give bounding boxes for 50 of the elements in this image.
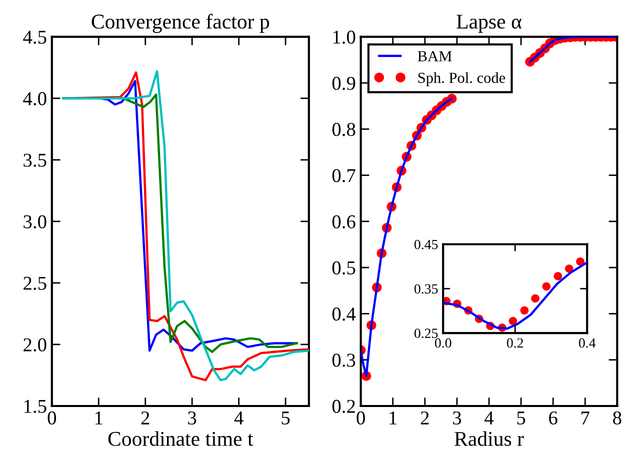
x-axis-title: Radius r: [454, 431, 524, 446]
point: [554, 272, 562, 280]
x-tick-label: 1: [390, 412, 397, 424]
x-tick-label: 0: [356, 411, 365, 425]
y-tick-label: 1.0: [333, 30, 356, 44]
y-tick-label: 0.8: [332, 122, 356, 136]
point: [531, 294, 540, 303]
y-tick-label: 0.25: [414, 328, 438, 338]
y-tick-label: 0.6: [332, 215, 356, 228]
y-tick-label: 0.9: [332, 76, 356, 90]
x-tick-label: 3: [188, 411, 196, 425]
y-tick-label: 0.2: [332, 400, 355, 414]
x-tick-label: 0.0: [434, 338, 452, 348]
y-tick-label: 2.5: [24, 276, 46, 290]
y-tick-label: 0.5: [332, 261, 356, 275]
x-tick-label: 3: [453, 411, 462, 425]
x-tick-label: 0: [48, 411, 56, 425]
y-tick-label: 0.4: [332, 308, 356, 321]
x-tick-label: 4: [484, 412, 494, 424]
point: [576, 257, 584, 266]
y-tick-label: 2.0: [24, 338, 46, 352]
y-tick-label: 3.0: [24, 215, 46, 228]
x-tick-label: 0.2: [506, 338, 524, 348]
y-tick-label: 0.3: [332, 354, 356, 367]
y-tick-label: 4.0: [23, 92, 46, 106]
y-tick-label: 3.5: [24, 154, 46, 167]
y-tick-label: 0.45: [414, 240, 438, 250]
x-tick-label: 6: [549, 411, 558, 425]
point: [520, 306, 529, 315]
legend-label: Sph. Pol. code: [418, 72, 506, 86]
x-tick-label: 1: [95, 412, 102, 424]
y-tick-label: 0.35: [414, 284, 438, 294]
legend-label: BAM: [418, 51, 452, 62]
x-axis-title: Coordinate time t: [108, 431, 254, 446]
x-tick-label: 2: [420, 411, 429, 424]
x-tick-label: 0.4: [578, 338, 596, 348]
x-tick-label: 4: [234, 412, 244, 424]
x-tick-label: 8: [613, 411, 622, 425]
x-tick-label: 7: [582, 412, 590, 424]
x-tick-label: 2: [141, 411, 150, 424]
point: [564, 264, 574, 273]
point: [508, 316, 518, 326]
y-tick-label: 0.7: [332, 169, 356, 182]
y-tick-label: 4.5: [23, 30, 46, 44]
y-tick-label: 1.5: [24, 400, 46, 414]
x-tick-label: 5: [282, 412, 290, 425]
point: [542, 282, 551, 291]
x-tick-label: 5: [517, 412, 526, 425]
chart-title: Lapse α: [456, 14, 522, 33]
chart-title: Convergence factor p: [92, 14, 270, 33]
